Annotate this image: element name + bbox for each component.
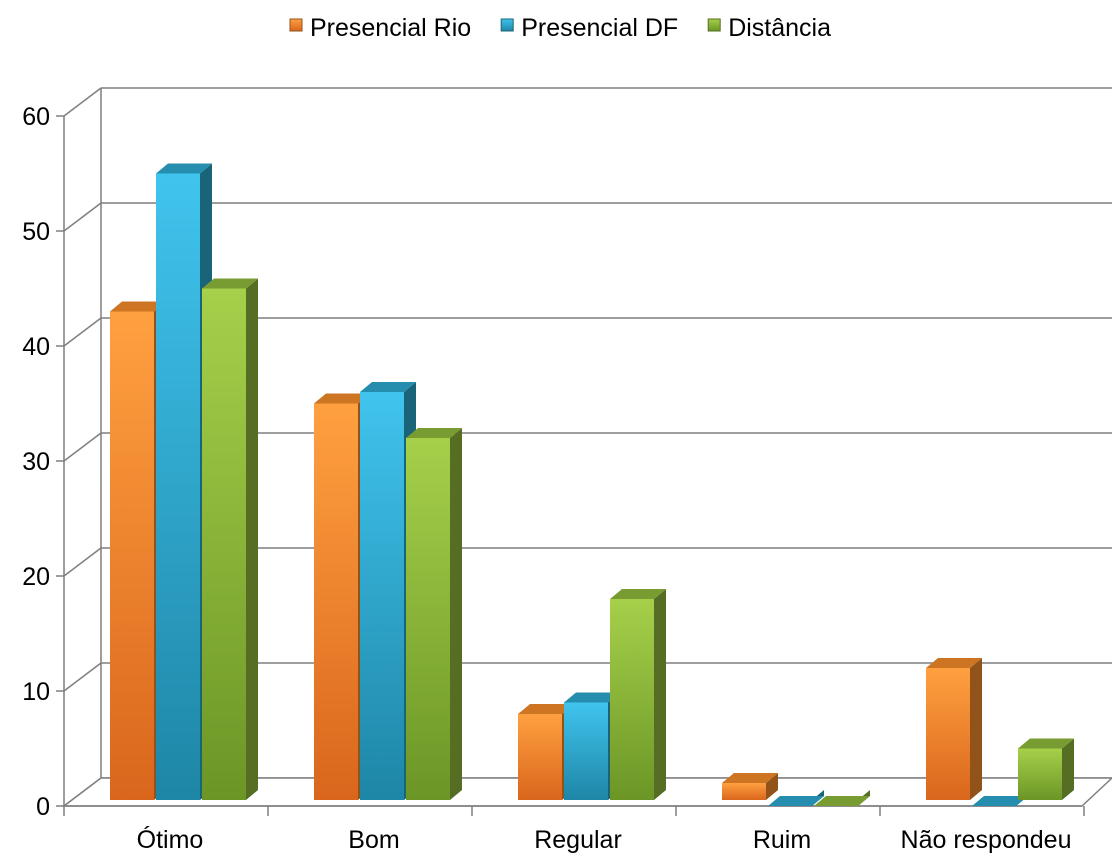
legend-item: Distância (707, 14, 831, 42)
bar-top (406, 428, 462, 438)
bar-top (722, 773, 778, 783)
y-tick-label: 30 (22, 448, 50, 476)
bar (406, 428, 462, 800)
bar-front (564, 702, 608, 800)
bar-front (926, 668, 970, 800)
x-tick-label: Regular (534, 826, 622, 854)
bar-side (450, 428, 462, 800)
bar (202, 278, 258, 800)
bar-side (1062, 738, 1074, 800)
legend-label: Distância (728, 14, 831, 42)
legend-item: Presencial DF (500, 14, 678, 42)
y-tick-label: 20 (22, 563, 50, 591)
gridline-depth (63, 317, 102, 347)
bar-front (610, 599, 654, 800)
bar-front (518, 714, 562, 800)
y-tick-label: 10 (22, 678, 50, 706)
bar (926, 658, 982, 800)
bar (722, 773, 778, 800)
x-tick-label: Não respondeu (901, 826, 1072, 854)
gridline-depth (63, 547, 102, 577)
x-tick-label: Bom (348, 826, 399, 854)
legend-label: Presencial Rio (310, 14, 471, 42)
legend: Presencial Rio Presencial DF Distância (289, 14, 831, 42)
x-tick-label: Ruim (753, 826, 811, 854)
bar-top (610, 589, 666, 599)
bar-top (564, 692, 620, 703)
gridline-depth (63, 432, 102, 462)
y-tick-label: 0 (36, 793, 50, 821)
bar (814, 790, 870, 806)
gridline-depth (63, 662, 102, 692)
legend-item: Presencial Rio (289, 14, 471, 42)
bar-side (654, 589, 666, 800)
bar-side (970, 658, 982, 800)
bar-front (314, 403, 358, 800)
y-tick-label: 40 (22, 333, 50, 361)
bar-top (518, 704, 574, 714)
bar-top (360, 382, 416, 392)
legend-label: Presencial DF (521, 14, 678, 42)
bar-front (1018, 748, 1062, 800)
legend-swatch (289, 18, 303, 32)
bar-front (406, 438, 450, 800)
legend-swatch (707, 18, 721, 32)
bar-top (768, 796, 824, 806)
bar-front (110, 311, 154, 800)
gridline-depth (63, 202, 102, 232)
y-tick-label: 50 (22, 218, 50, 246)
bar-top (314, 393, 370, 404)
y-tick-label: 60 (22, 103, 50, 131)
bar-side (766, 773, 778, 800)
bar (768, 790, 824, 806)
bar-top (202, 278, 258, 289)
bar-front (156, 173, 200, 800)
bar-top (926, 658, 982, 668)
bar-top (972, 796, 1028, 806)
bar (610, 589, 666, 800)
bar-top (110, 301, 166, 312)
bar-front (722, 783, 766, 800)
bar-top (1018, 738, 1074, 749)
bar-front (202, 288, 246, 800)
axis-labels: 0 10 20 30 40 50 60 Ótimo Bom Regular Ruim Não resp… (22, 103, 1071, 854)
bar-front (360, 392, 404, 800)
x-tick-label: Ótimo (137, 825, 204, 854)
bar-top (156, 163, 212, 174)
bar-side (246, 278, 258, 800)
gridline-depth (63, 87, 102, 117)
bar-top (814, 796, 870, 806)
legend-swatch (500, 18, 514, 32)
bar (1018, 738, 1074, 800)
bars (110, 163, 1074, 806)
